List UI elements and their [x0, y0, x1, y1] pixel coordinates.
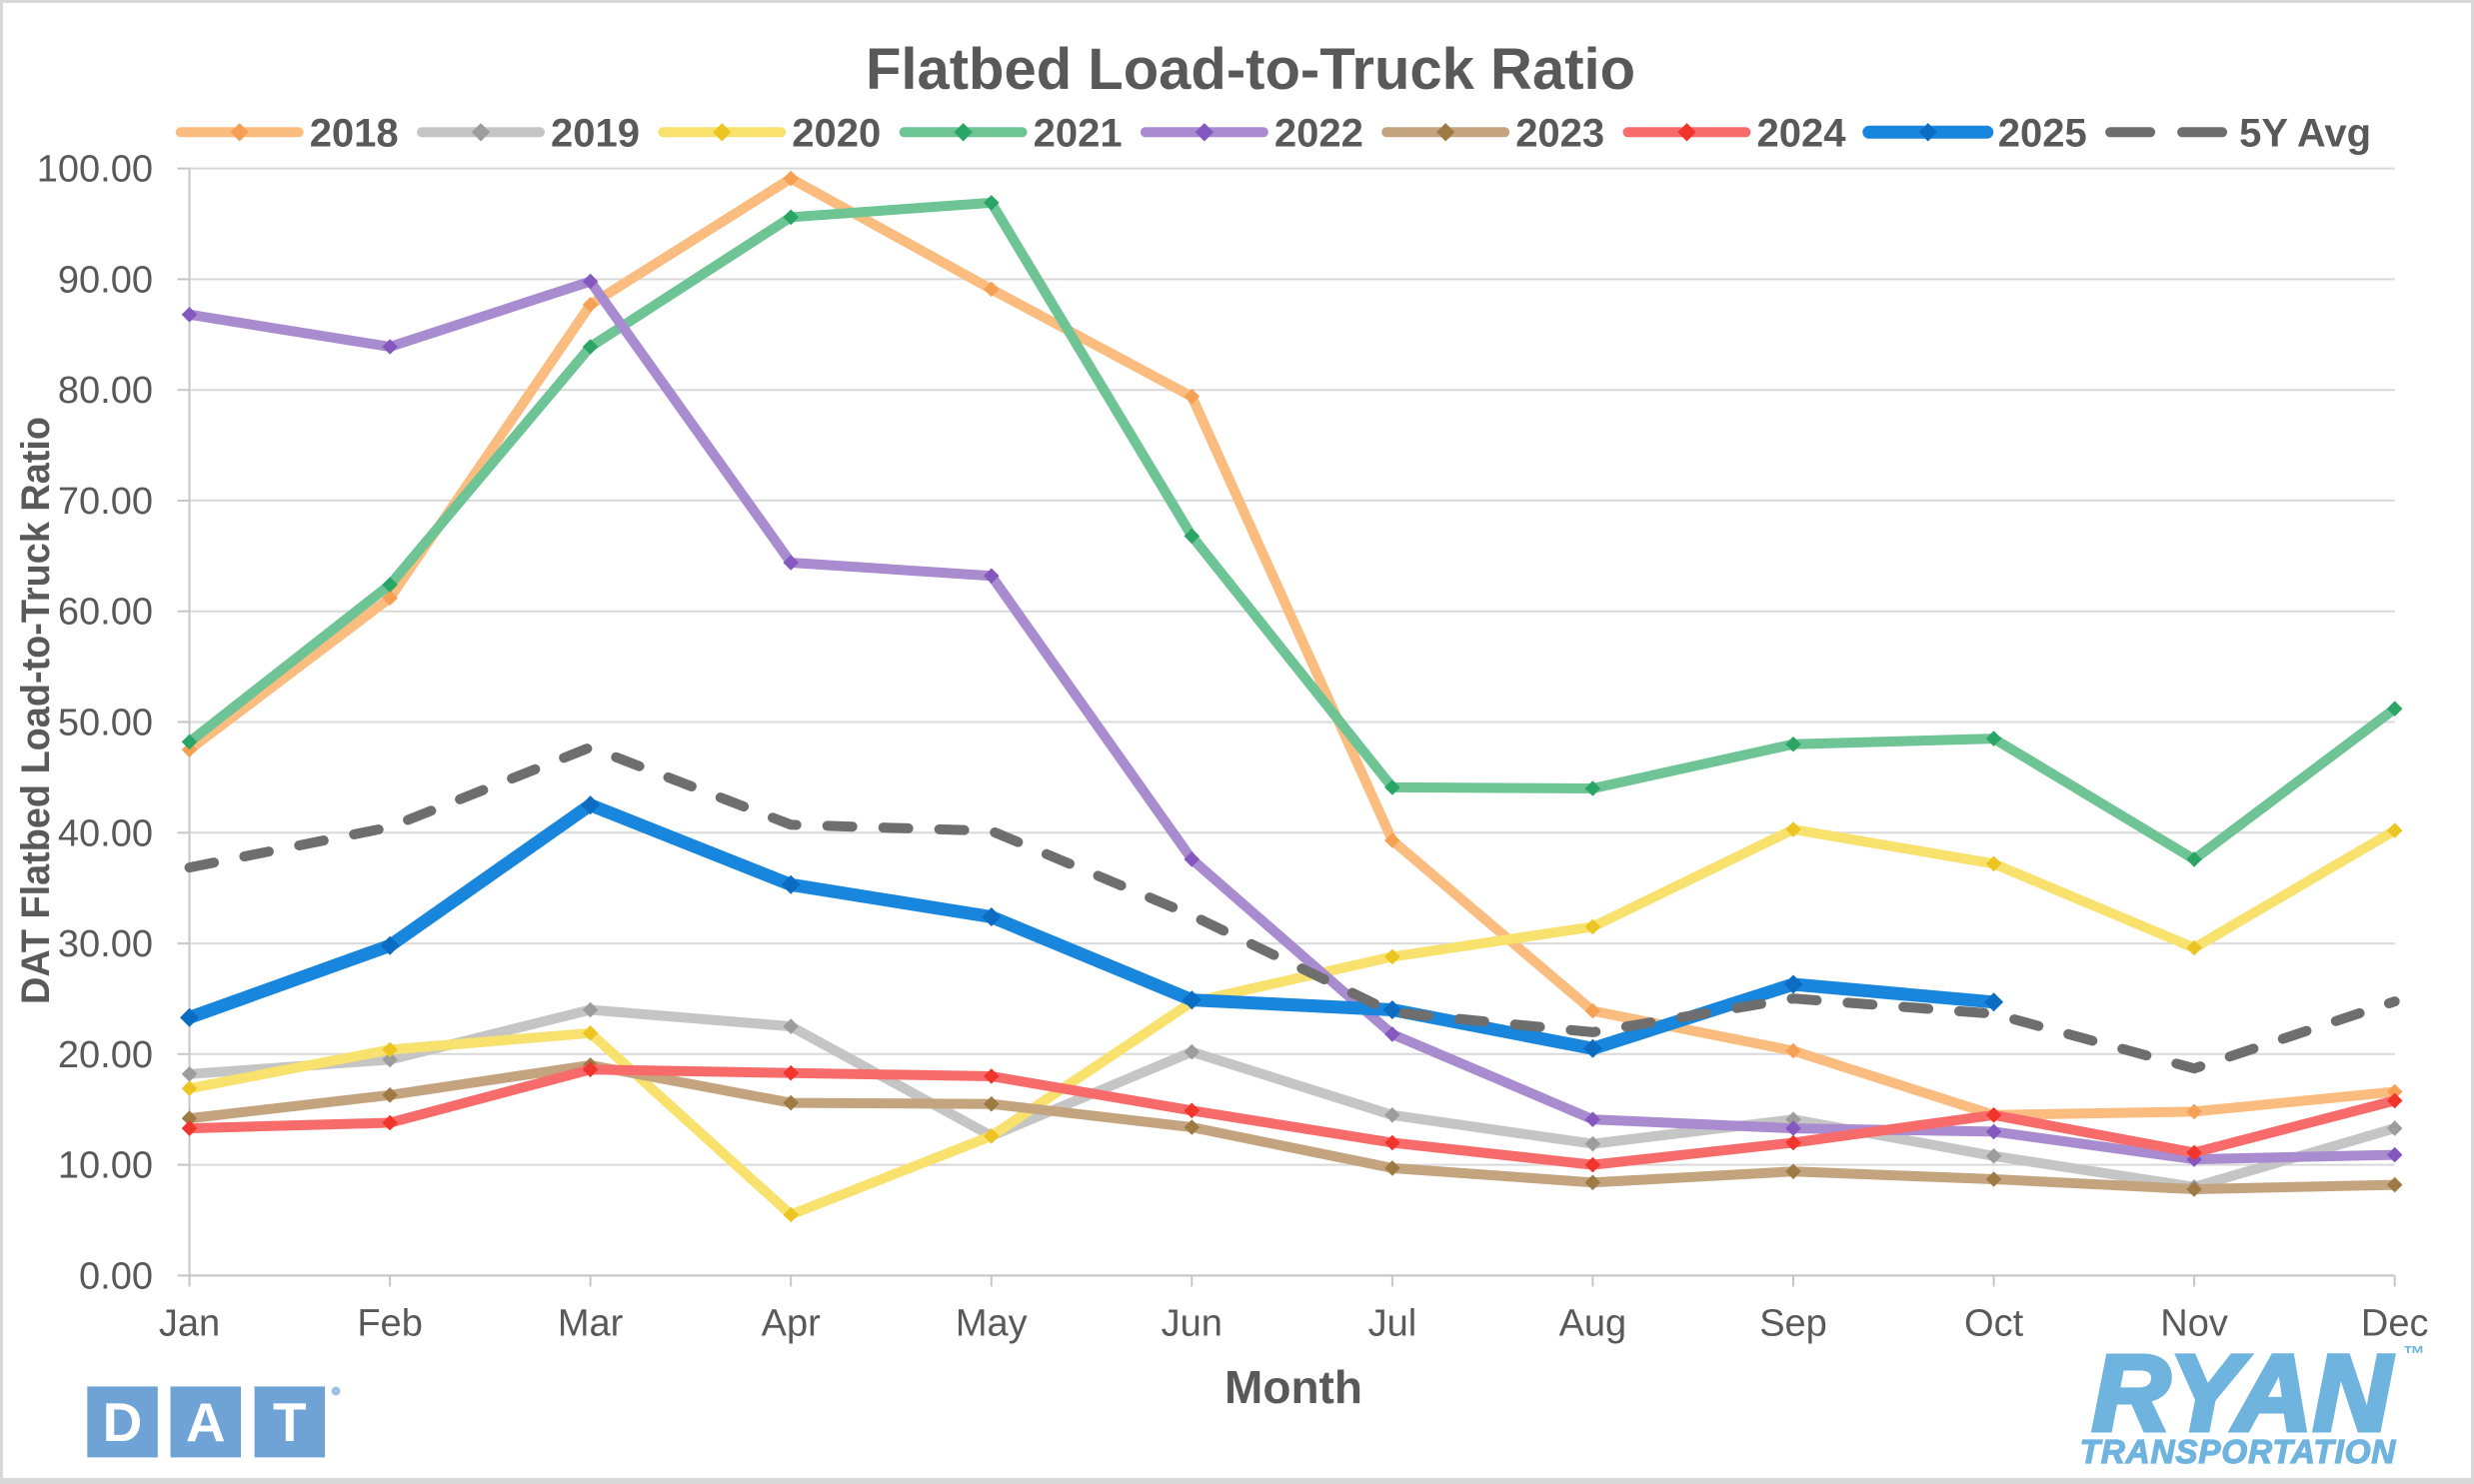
svg-text:40.00: 40.00 — [58, 812, 153, 854]
svg-text:2019: 2019 — [551, 111, 640, 155]
svg-text:Jun: Jun — [1162, 1303, 1223, 1345]
svg-text:2025: 2025 — [1998, 111, 2087, 155]
svg-text:Jan: Jan — [159, 1303, 220, 1345]
svg-text:Apr: Apr — [762, 1303, 821, 1345]
svg-text:Jul: Jul — [1368, 1303, 1417, 1345]
svg-text:70.00: 70.00 — [58, 481, 153, 523]
svg-text:RYAN: RYAN — [2092, 1332, 2393, 1453]
svg-text:2021: 2021 — [1034, 111, 1123, 155]
svg-text:2018: 2018 — [310, 111, 399, 155]
svg-text:May: May — [956, 1303, 1028, 1345]
svg-text:T: T — [273, 1391, 307, 1453]
svg-text:Oct: Oct — [1964, 1303, 2024, 1345]
svg-text:0.00: 0.00 — [79, 1255, 153, 1297]
svg-text:90.00: 90.00 — [58, 259, 153, 301]
svg-text:20.00: 20.00 — [58, 1034, 153, 1076]
svg-text:TRANSPORTATION: TRANSPORTATION — [2080, 1433, 2397, 1470]
svg-text:30.00: 30.00 — [58, 923, 153, 965]
svg-text:5Y Avg: 5Y Avg — [2239, 111, 2371, 155]
svg-text:DAT Flatbed Load-to-Truck Rati: DAT Flatbed Load-to-Truck Ratio — [14, 417, 58, 1004]
svg-text:Nov: Nov — [2160, 1303, 2228, 1345]
svg-text:Dec: Dec — [2361, 1303, 2429, 1345]
svg-text:Sep: Sep — [1759, 1303, 1827, 1345]
svg-text:2024: 2024 — [1757, 111, 1847, 155]
svg-text:60.00: 60.00 — [58, 592, 153, 634]
svg-text:Mar: Mar — [558, 1303, 624, 1345]
svg-text:D: D — [103, 1391, 143, 1453]
svg-text:2023: 2023 — [1515, 111, 1604, 155]
svg-text:A: A — [186, 1391, 226, 1453]
svg-text:50.00: 50.00 — [58, 703, 153, 744]
svg-text:Feb: Feb — [357, 1303, 422, 1345]
svg-text:80.00: 80.00 — [58, 370, 153, 412]
svg-text:™: ™ — [2403, 1341, 2425, 1366]
svg-text:2020: 2020 — [792, 111, 881, 155]
svg-text:Month: Month — [1225, 1361, 1362, 1413]
svg-text:Aug: Aug — [1559, 1303, 1627, 1345]
svg-text:100.00: 100.00 — [37, 149, 153, 191]
svg-text:Flatbed Load-to-Truck Ratio: Flatbed Load-to-Truck Ratio — [866, 37, 1635, 102]
svg-text:10.00: 10.00 — [58, 1145, 153, 1187]
svg-text:2022: 2022 — [1274, 111, 1363, 155]
